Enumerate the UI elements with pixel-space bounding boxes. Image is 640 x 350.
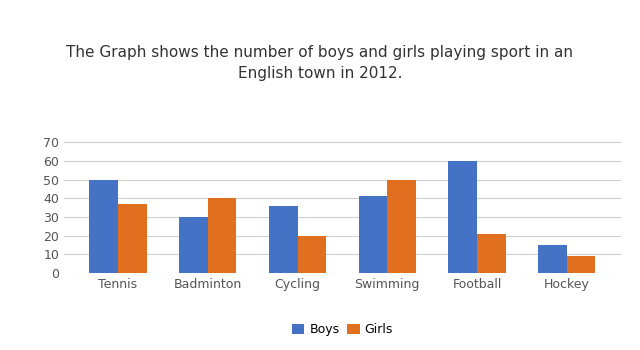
- Text: The Graph shows the number of boys and girls playing sport in an
English town in: The Graph shows the number of boys and g…: [67, 45, 573, 81]
- Bar: [179, 217, 208, 273]
- Bar: [538, 245, 567, 273]
- Bar: [448, 161, 477, 273]
- Bar: [387, 180, 416, 273]
- Bar: [477, 234, 506, 273]
- Bar: [298, 236, 326, 273]
- Bar: [208, 198, 237, 273]
- Bar: [90, 180, 118, 273]
- Bar: [269, 206, 298, 273]
- Bar: [567, 256, 595, 273]
- Bar: [358, 196, 387, 273]
- Bar: [118, 204, 147, 273]
- Legend: Boys, Girls: Boys, Girls: [287, 318, 398, 342]
